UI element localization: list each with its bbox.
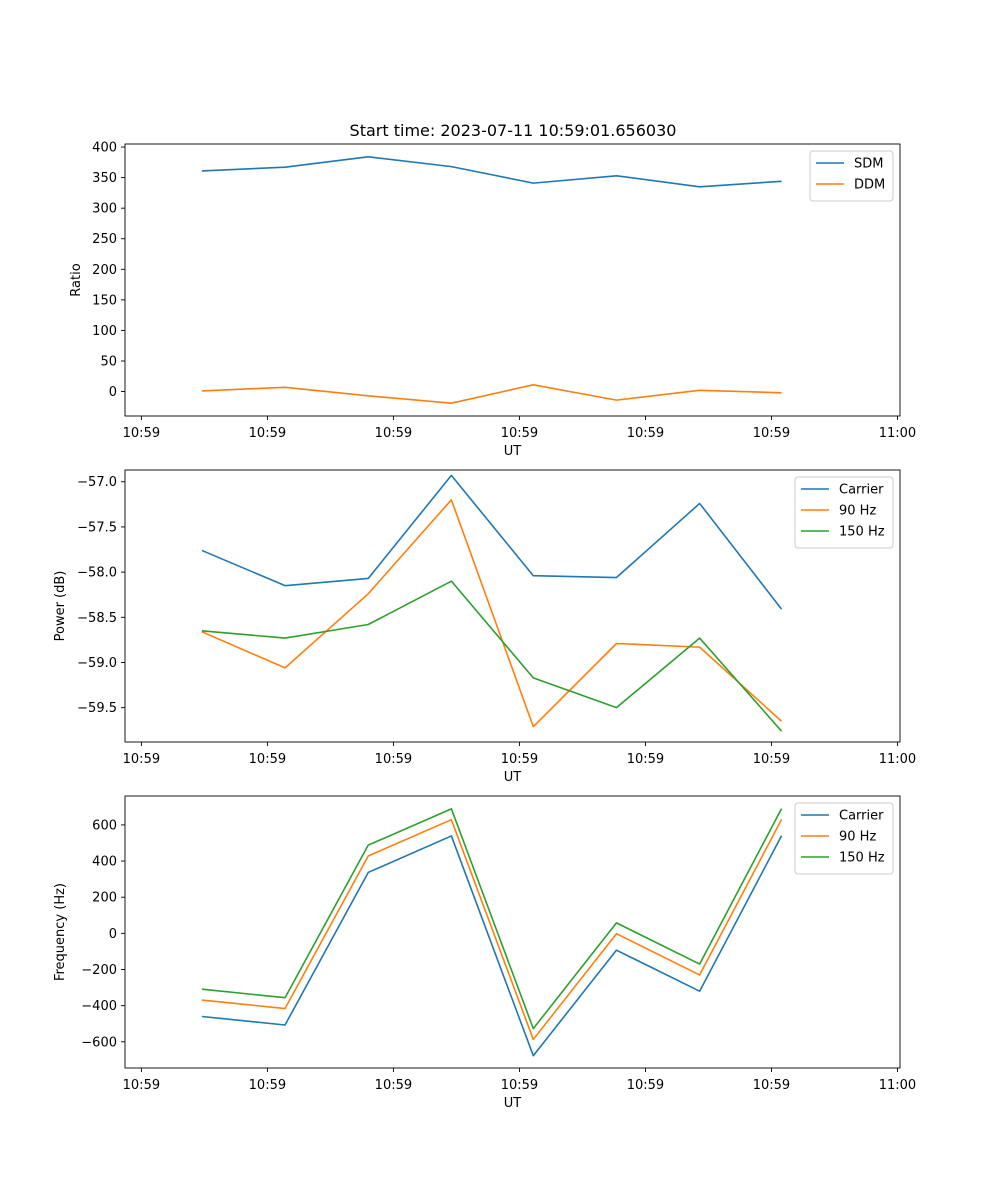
y-tick-label: −59.5 — [77, 701, 117, 716]
y-tick-label: −57.5 — [77, 520, 117, 535]
y-axis-label: Frequency (Hz) — [53, 883, 68, 981]
y-tick-label: 150 — [92, 293, 117, 308]
y-tick-label: −600 — [81, 1035, 117, 1050]
axes-frame — [124, 143, 901, 417]
chart-title: Start time: 2023-07-11 10:59:01.656030 — [350, 121, 677, 140]
x-tick-label: 10:59 — [123, 1078, 160, 1093]
y-tick-label: 400 — [92, 141, 117, 156]
y-axis-label: Power (dB) — [53, 571, 68, 642]
legend-label: 150 Hz — [839, 851, 885, 866]
x-tick-label: 10:59 — [627, 426, 664, 441]
x-tick-label: 10:59 — [375, 426, 412, 441]
series-line-90-hz — [201, 499, 783, 728]
y-tick-label: −400 — [81, 999, 117, 1014]
legend-label: 150 Hz — [839, 525, 885, 540]
x-axis-label: UT — [504, 770, 522, 785]
y-tick-label: 350 — [92, 171, 117, 186]
y-tick-label: 200 — [92, 891, 117, 906]
y-tick-label: 0 — [109, 927, 117, 942]
y-tick-label: 0 — [109, 385, 117, 400]
x-tick-label: 11:00 — [879, 426, 916, 441]
legend-label: 90 Hz — [839, 504, 876, 519]
x-tick-label: 10:59 — [375, 752, 412, 767]
x-tick-label: 10:59 — [249, 1078, 286, 1093]
series-line-150-hz — [201, 808, 783, 1030]
x-tick-label: 10:59 — [753, 1078, 790, 1093]
y-tick-label: −59.0 — [77, 656, 117, 671]
y-tick-label: 600 — [92, 818, 117, 833]
x-tick-label: 11:00 — [879, 1078, 916, 1093]
x-tick-label: 10:59 — [501, 426, 538, 441]
y-tick-label: 250 — [92, 232, 117, 247]
panel-1: 10:59 10:59 10:59 10:59 10:59 10:59 11:00 0 50 10… — [69, 141, 916, 459]
panel-3: 10:59 10:59 10:59 10:59 10:59 10:59 11:00 −600 −… — [53, 795, 916, 1111]
x-tick-label: 10:59 — [753, 426, 790, 441]
series-line-carrier — [201, 474, 783, 610]
y-tick-label: 200 — [92, 263, 117, 278]
x-tick-label: 10:59 — [627, 1078, 664, 1093]
axes-frame — [124, 795, 901, 1069]
legend-label: Carrier — [839, 809, 884, 824]
y-tick-label: 300 — [92, 202, 117, 217]
y-tick-label: 50 — [100, 354, 117, 369]
y-tick-label: 400 — [92, 855, 117, 870]
x-tick-label: 11:00 — [879, 752, 916, 767]
x-axis-label: UT — [504, 444, 522, 459]
legend-label: DDM — [854, 178, 885, 193]
y-axis-label: Ratio — [69, 263, 84, 296]
legend-label: 90 Hz — [839, 830, 876, 845]
y-tick-label: 100 — [92, 324, 117, 339]
x-tick-label: 10:59 — [249, 752, 286, 767]
y-tick-label: −58.5 — [77, 611, 117, 626]
x-axis-label: UT — [504, 1096, 522, 1111]
series-line-90-hz — [201, 818, 783, 1041]
x-tick-label: 10:59 — [501, 752, 538, 767]
x-tick-label: 10:59 — [753, 752, 790, 767]
panel-2: 10:59 10:59 10:59 10:59 10:59 10:59 11:00 −57.0… — [53, 469, 916, 785]
legend-label: Carrier — [839, 483, 884, 498]
x-tick-label: 10:59 — [501, 1078, 538, 1093]
x-tick-label: 10:59 — [123, 426, 160, 441]
x-tick-label: 10:59 — [123, 752, 160, 767]
x-tick-label: 10:59 — [375, 1078, 412, 1093]
legend-label: SDM — [854, 157, 883, 172]
x-tick-label: 10:59 — [249, 426, 286, 441]
series-line-carrier — [201, 835, 783, 1057]
x-tick-label: 10:59 — [627, 752, 664, 767]
y-tick-label: −57.0 — [77, 475, 117, 490]
axes-frame — [124, 469, 901, 743]
series-line-sdm — [201, 156, 782, 188]
series-line-ddm — [201, 384, 782, 404]
series-line-150-hz — [201, 580, 783, 732]
y-tick-label: −200 — [81, 963, 117, 978]
y-tick-label: −58.0 — [77, 566, 117, 581]
